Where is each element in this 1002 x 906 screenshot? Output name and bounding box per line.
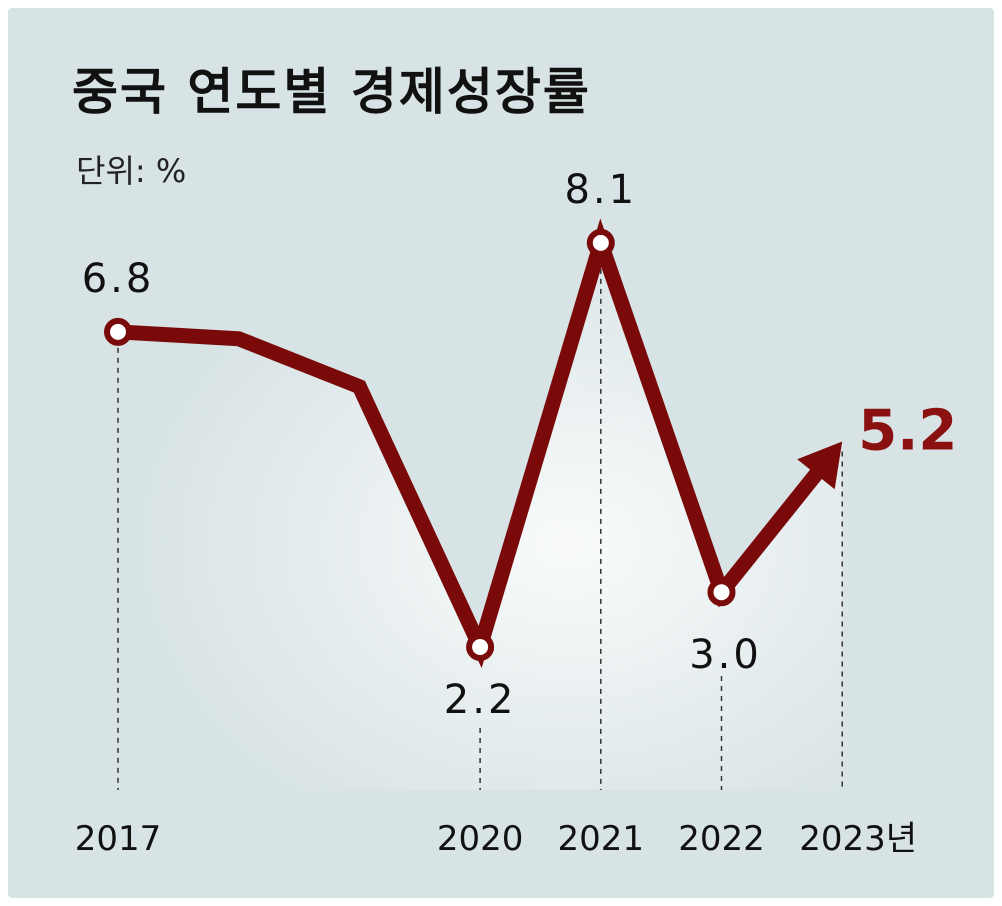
area-highlight bbox=[118, 242, 843, 791]
data-label-2023: 5.2 bbox=[858, 399, 957, 464]
data-label-2021: 8.1 bbox=[564, 167, 637, 213]
x-tick-label-2021: 2021 bbox=[558, 819, 645, 859]
data-label-2017: 6.8 bbox=[82, 256, 155, 302]
point-marker-2020 bbox=[466, 633, 495, 661]
trend-arrowhead bbox=[797, 441, 843, 490]
point-marker-2021 bbox=[586, 228, 615, 257]
data-label-2022: 3.0 bbox=[689, 632, 762, 678]
chart-title: 중국 연도별 경제성장률 bbox=[72, 63, 591, 121]
x-tick-label-2023: 2023년 bbox=[799, 819, 917, 859]
x-tick-label-2017: 2017 bbox=[75, 819, 162, 859]
point-marker-2017 bbox=[104, 317, 132, 346]
data-label-2020: 2.2 bbox=[444, 677, 517, 723]
unit-label: 단위: % bbox=[76, 152, 187, 190]
x-tick-label-2020: 2020 bbox=[437, 819, 524, 859]
point-marker-2022 bbox=[707, 578, 736, 607]
x-tick-label-2022: 2022 bbox=[678, 819, 765, 859]
